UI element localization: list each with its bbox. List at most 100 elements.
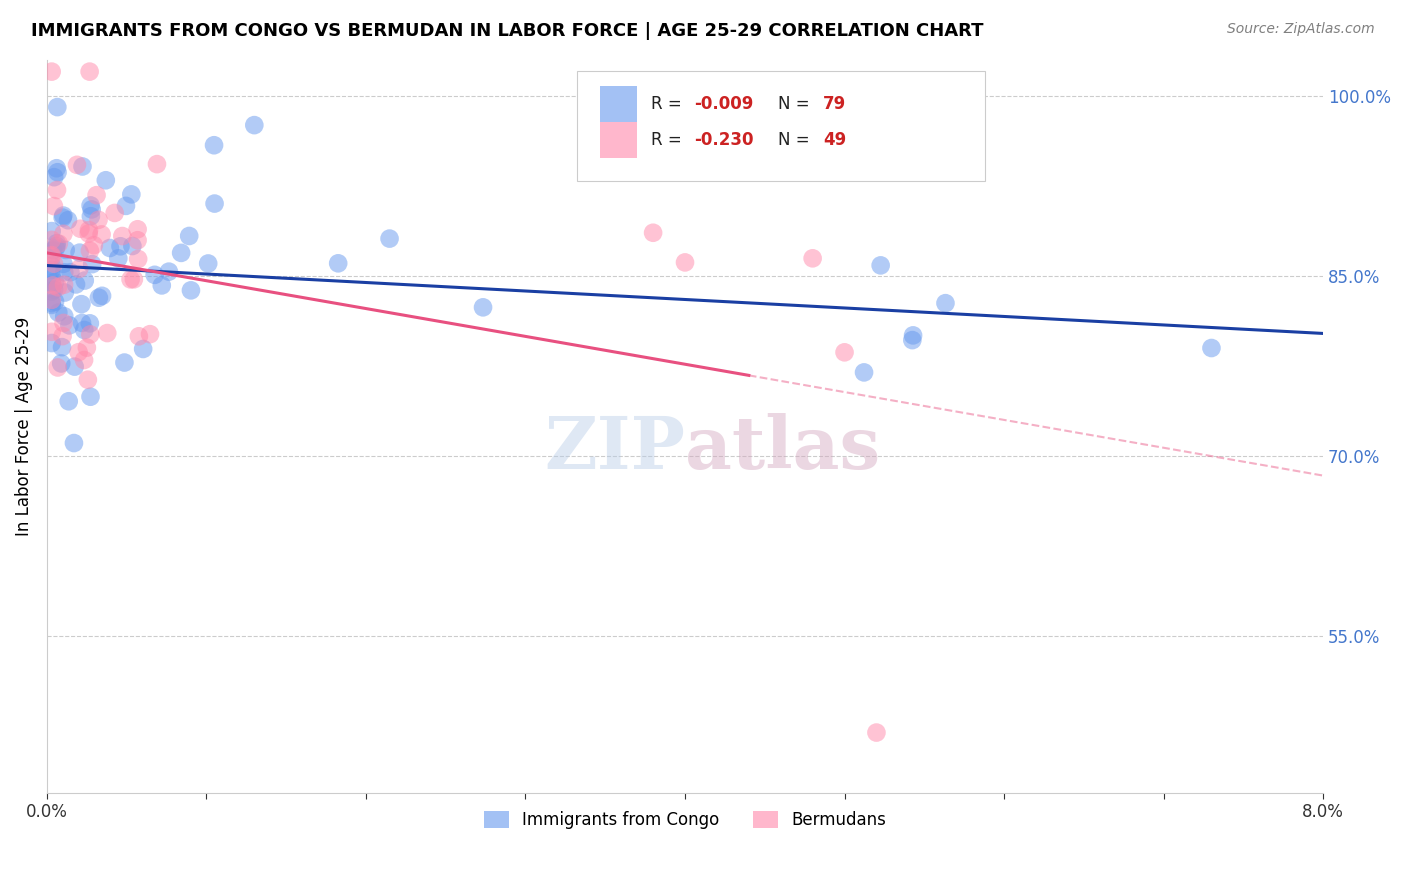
Point — [77, 223, 100, 237]
Point — [76, 373, 98, 387]
Point — [53, 310, 76, 324]
Point — [55, 243, 77, 257]
Point — [87, 291, 110, 305]
Point — [58, 394, 80, 409]
Point — [52, 257, 75, 271]
Point — [143, 268, 166, 282]
Point — [96, 326, 118, 340]
Point — [83, 238, 105, 252]
Point — [41, 248, 63, 262]
Point — [179, 229, 201, 244]
Point — [139, 327, 162, 342]
Point — [52, 211, 75, 225]
Point — [42, 199, 65, 213]
Point — [46, 183, 69, 197]
Point — [56, 213, 79, 227]
Point — [197, 256, 219, 270]
Point — [146, 157, 169, 171]
Point — [53, 265, 76, 279]
Point — [79, 316, 101, 330]
Point — [104, 206, 127, 220]
Point — [52, 316, 75, 330]
Point — [643, 226, 665, 240]
Point — [45, 241, 67, 255]
Point — [110, 239, 132, 253]
Point — [41, 336, 63, 351]
Text: R =: R = — [651, 131, 686, 149]
Point — [45, 161, 67, 176]
Point — [114, 355, 136, 369]
Point — [170, 245, 193, 260]
Point — [121, 239, 143, 253]
Point — [45, 239, 67, 253]
Text: -0.230: -0.230 — [695, 131, 754, 149]
Point — [46, 280, 69, 294]
Point — [58, 318, 80, 333]
Point — [41, 262, 63, 277]
Point — [111, 229, 134, 244]
Point — [865, 725, 887, 739]
Point — [472, 301, 495, 315]
Point — [41, 325, 63, 339]
Point — [41, 298, 63, 312]
Point — [53, 285, 76, 300]
Text: 79: 79 — [823, 95, 846, 112]
Point — [73, 353, 96, 368]
Point — [41, 293, 63, 307]
Point — [107, 252, 129, 266]
Point — [63, 359, 86, 374]
Text: N =: N = — [778, 95, 815, 112]
Point — [48, 236, 70, 251]
Point — [44, 170, 66, 185]
Point — [63, 436, 86, 450]
Point — [51, 356, 73, 370]
Point — [76, 341, 98, 355]
Point — [122, 272, 145, 286]
Point — [378, 231, 401, 245]
Point — [127, 233, 149, 247]
Point — [90, 227, 112, 242]
Point — [41, 296, 63, 310]
Point — [67, 261, 90, 276]
Point — [44, 275, 66, 289]
Point — [69, 221, 91, 235]
Point — [70, 297, 93, 311]
Point — [128, 329, 150, 343]
FancyBboxPatch shape — [599, 122, 637, 158]
Point — [901, 333, 924, 347]
Text: -0.009: -0.009 — [695, 95, 754, 112]
Point — [41, 250, 63, 264]
Point — [41, 259, 63, 273]
Text: atlas: atlas — [685, 413, 880, 483]
Point — [243, 118, 266, 132]
Point — [52, 209, 75, 223]
Point — [115, 199, 138, 213]
Point — [44, 294, 66, 309]
Point — [72, 160, 94, 174]
Point — [834, 345, 856, 359]
Point — [801, 252, 824, 266]
Point — [46, 360, 69, 375]
Point — [901, 328, 924, 343]
Point — [204, 196, 226, 211]
Point — [41, 276, 63, 290]
Point — [46, 100, 69, 114]
Point — [42, 278, 65, 293]
FancyBboxPatch shape — [599, 86, 637, 121]
Point — [42, 283, 65, 297]
Point — [202, 138, 225, 153]
Point — [46, 305, 69, 319]
Point — [66, 158, 89, 172]
Point — [41, 233, 63, 247]
Point — [869, 259, 891, 273]
Point — [79, 327, 101, 342]
Point — [42, 257, 65, 271]
Text: Source: ZipAtlas.com: Source: ZipAtlas.com — [1227, 22, 1375, 37]
Point — [120, 187, 142, 202]
Point — [1201, 341, 1223, 355]
Point — [79, 244, 101, 258]
Point — [70, 316, 93, 330]
Text: 49: 49 — [823, 131, 846, 149]
Point — [65, 277, 87, 292]
Point — [41, 285, 63, 299]
